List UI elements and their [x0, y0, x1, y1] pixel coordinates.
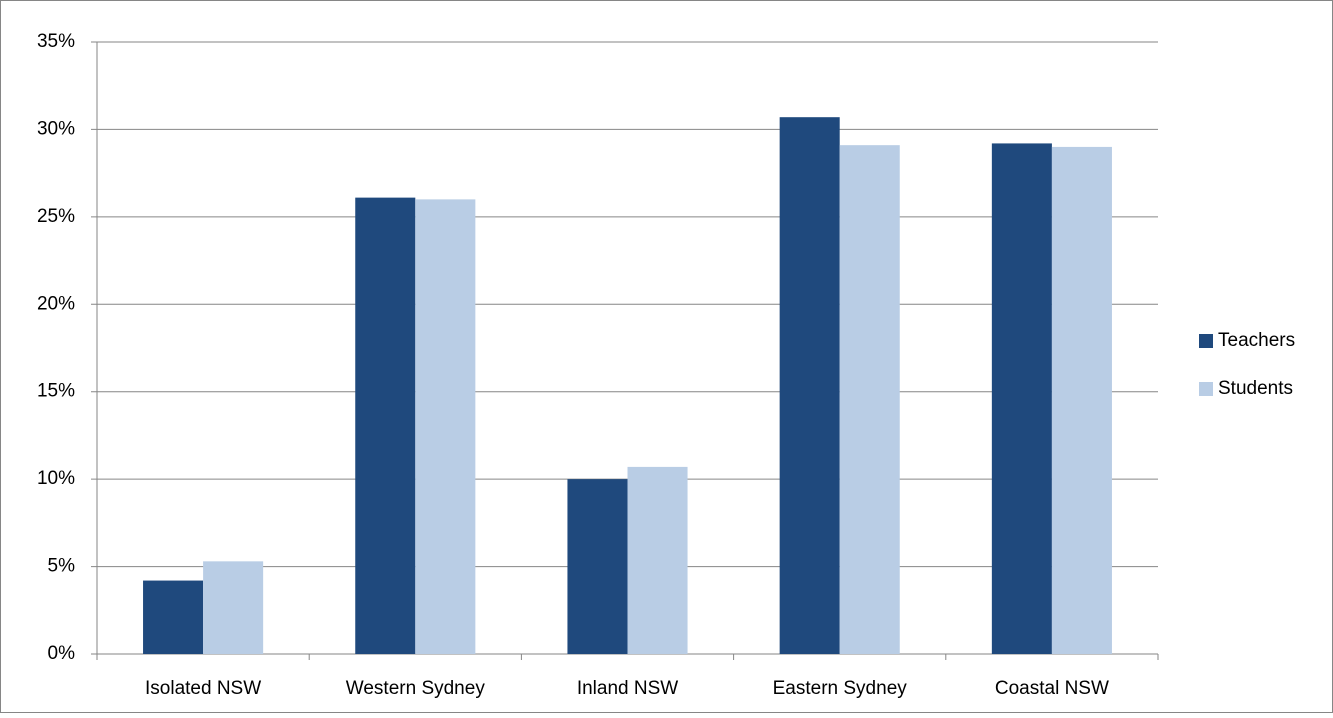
bar	[143, 580, 204, 654]
legend-label: Teachers	[1218, 330, 1295, 351]
bar	[991, 143, 1052, 654]
y-tick-label: 20%	[37, 293, 75, 314]
y-tick-label: 15%	[37, 381, 75, 402]
bar	[415, 199, 476, 654]
bar	[567, 479, 628, 654]
y-tick-label: 10%	[37, 468, 75, 489]
bar	[355, 197, 416, 654]
y-tick-label: 30%	[37, 118, 75, 139]
y-tick-label: 5%	[48, 556, 76, 577]
x-tick-label: Western Sydney	[346, 678, 486, 699]
bar	[779, 117, 840, 654]
y-tick-label: 0%	[48, 643, 76, 664]
bar	[627, 466, 688, 654]
x-tick-label: Eastern Sydney	[773, 678, 908, 699]
bar	[839, 145, 900, 654]
x-tick-label: Coastal NSW	[995, 678, 1109, 699]
legend-label: Students	[1218, 378, 1293, 399]
x-tick-label: Inland NSW	[577, 678, 678, 699]
bar	[1051, 146, 1112, 654]
x-tick-label: Isolated NSW	[145, 678, 261, 699]
legend-swatch	[1199, 382, 1213, 396]
y-tick-label: 35%	[37, 31, 75, 52]
legend-swatch	[1199, 334, 1213, 348]
bar	[203, 561, 264, 654]
y-tick-label: 25%	[37, 206, 75, 227]
